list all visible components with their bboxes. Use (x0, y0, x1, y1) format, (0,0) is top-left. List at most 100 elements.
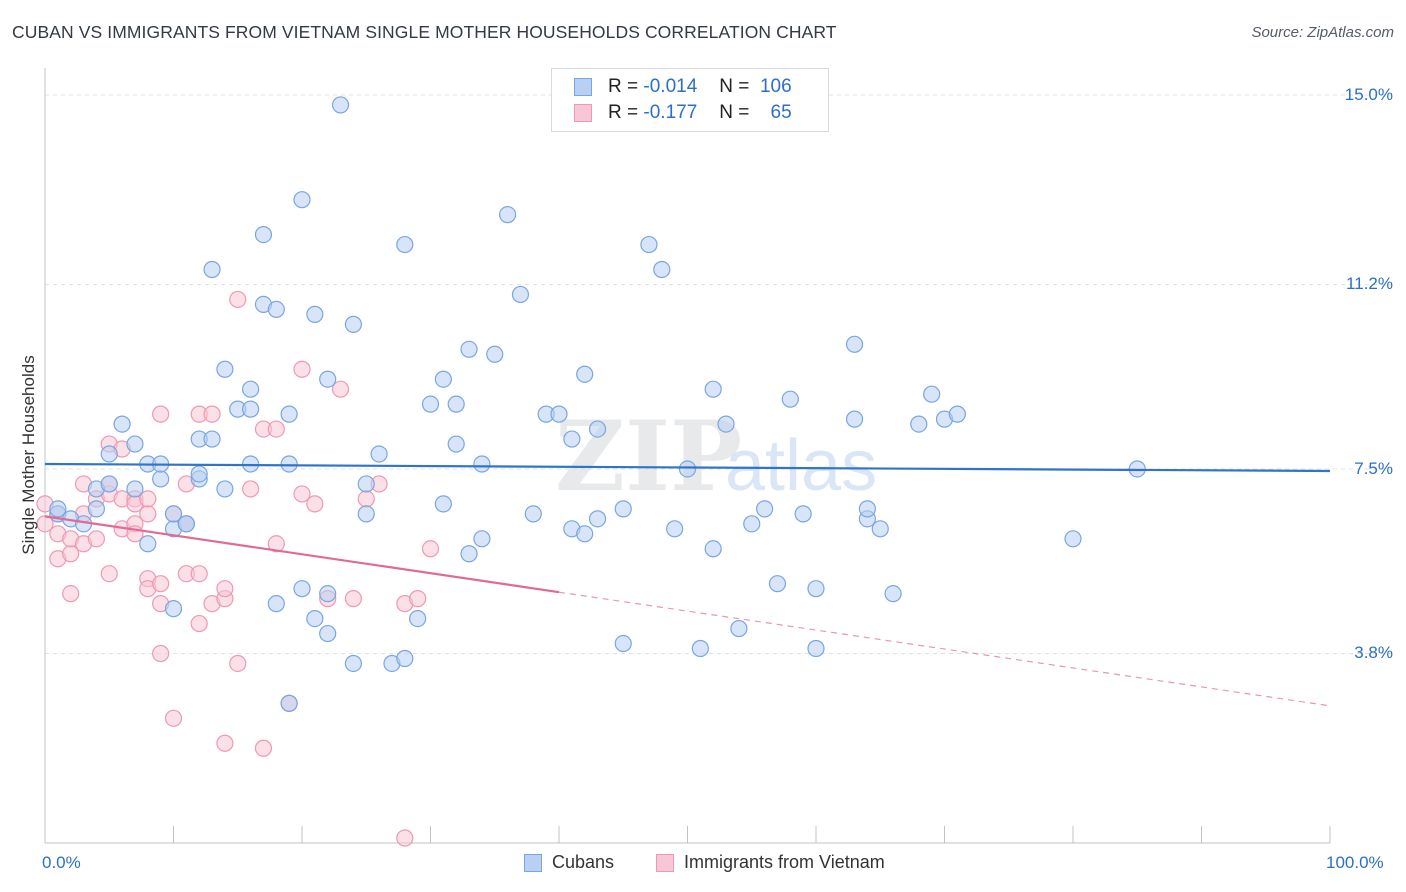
vietnam-point-31 (152, 575, 170, 593)
cuban-point-101 (923, 385, 941, 403)
legend-item-vietnam: Immigrants from Vietnam (656, 852, 885, 873)
vietnam-point-15 (100, 565, 118, 583)
vietnam-point-47 (242, 480, 260, 498)
cuban-point-64 (486, 345, 504, 363)
cuban-point-45 (331, 96, 350, 114)
cuban-point-35 (280, 455, 298, 473)
axis-layer (44, 68, 1331, 844)
cuban-point-76 (614, 500, 632, 518)
cuban-point-36 (280, 405, 298, 423)
cuban-point-10 (126, 480, 144, 498)
trend-line-1-solid (44, 515, 560, 594)
cuban-point-8 (113, 415, 131, 433)
source-label: Source: ZipAtlas.com (1251, 24, 1394, 41)
cuban-point-80 (666, 520, 684, 538)
cuban-point-86 (730, 619, 748, 638)
vietnam-point-51 (267, 535, 285, 553)
vietnam-point-50 (267, 420, 285, 438)
cuban-point-41 (306, 305, 324, 323)
legend-row-vietnam: R = -0.177 N = 65 (574, 101, 792, 125)
cuban-point-54 (409, 609, 427, 628)
cuban-point-67 (524, 505, 542, 523)
cuban-point-55 (421, 395, 440, 413)
vietnam-point-11 (87, 530, 106, 548)
cuban-point-99 (884, 585, 902, 603)
cuban-point-104 (1064, 530, 1082, 548)
cuban-point-61 (460, 340, 478, 358)
cuban-point-81 (678, 460, 697, 478)
cuban-point-79 (653, 260, 671, 279)
vietnam-point-30 (152, 644, 170, 663)
cuban-point-38 (293, 580, 311, 598)
legend-row-cubans: R = -0.014 N = 106 (574, 75, 792, 99)
cuban-point-28 (242, 380, 260, 398)
vietnam-point-44 (216, 580, 234, 598)
cuban-point-16 (164, 600, 183, 618)
cuban-point-70 (563, 430, 581, 448)
cuban-point-43 (319, 585, 337, 603)
cuban-point-93 (807, 639, 825, 658)
cuban-point-91 (794, 505, 812, 523)
cuban-point-6 (100, 445, 118, 463)
cuban-point-72 (576, 525, 594, 543)
vietnam-point-64 (421, 540, 440, 558)
legend-n-label: N = (719, 102, 750, 123)
cuban-point-57 (434, 495, 452, 513)
vietnam-point-39 (190, 565, 208, 583)
cuban-point-83 (704, 540, 722, 558)
cuban-point-103 (948, 405, 966, 423)
legend-r-value-vietnam: -0.177 (643, 102, 698, 123)
cuban-point-23 (203, 260, 221, 279)
cuban-point-77 (614, 634, 632, 653)
legend-swatch-vietnam (656, 853, 674, 872)
cuban-point-26 (216, 480, 234, 498)
cuban-point-62 (473, 455, 491, 473)
cuban-point-97 (858, 500, 877, 518)
vietnam-point-1 (36, 515, 54, 533)
legend-n-value-vietnam: 65 (770, 102, 792, 123)
trend-lines (44, 462, 1331, 707)
cuban-point-78 (640, 235, 658, 254)
trend-line-0 (44, 462, 1331, 473)
cuban-point-49 (357, 475, 375, 493)
cuban-point-4 (87, 500, 106, 518)
cuban-point-75 (588, 510, 607, 528)
cuban-point-1 (49, 500, 67, 518)
cuban-point-94 (845, 410, 864, 428)
cuban-point-63 (473, 530, 491, 548)
legend-r-label: R = (608, 76, 639, 97)
vietnam-point-55 (306, 495, 324, 513)
cuban-point-47 (344, 315, 362, 333)
vietnam-point-42 (216, 734, 234, 752)
cuban-point-24 (203, 430, 221, 448)
cuban-point-34 (267, 300, 285, 318)
legend-n-label: N = (719, 76, 750, 97)
vietnam-point-59 (357, 490, 375, 508)
cuban-point-17 (164, 505, 183, 523)
cuban-point-98 (871, 520, 889, 538)
vietnam-point-45 (229, 290, 247, 309)
cuban-point-7 (100, 475, 118, 493)
cuban-point-65 (499, 206, 517, 224)
cuban-point-52 (396, 649, 414, 668)
cuban-point-46 (344, 654, 362, 673)
cuban-point-53 (396, 235, 414, 254)
cuban-point-84 (704, 380, 722, 398)
legend-swatch-cubans (574, 78, 592, 96)
cuban-point-39 (293, 191, 311, 209)
cuban-point-92 (807, 580, 825, 598)
cuban-point-87 (743, 515, 761, 533)
cuban-point-66 (511, 285, 530, 304)
vietnam-point-7 (62, 585, 80, 603)
cuban-point-74 (588, 420, 607, 438)
vietnam-point-49 (254, 739, 273, 757)
vietnam-point-61 (396, 829, 414, 847)
vietnam-point-58 (344, 590, 362, 608)
cuban-point-56 (434, 370, 452, 388)
legend-r-value-cubans: -0.014 (643, 76, 698, 97)
cuban-point-44 (319, 370, 337, 388)
legend-n-value-cubans: 106 (759, 76, 792, 97)
cuban-point-82 (691, 639, 709, 658)
cuban-point-60 (460, 545, 478, 563)
